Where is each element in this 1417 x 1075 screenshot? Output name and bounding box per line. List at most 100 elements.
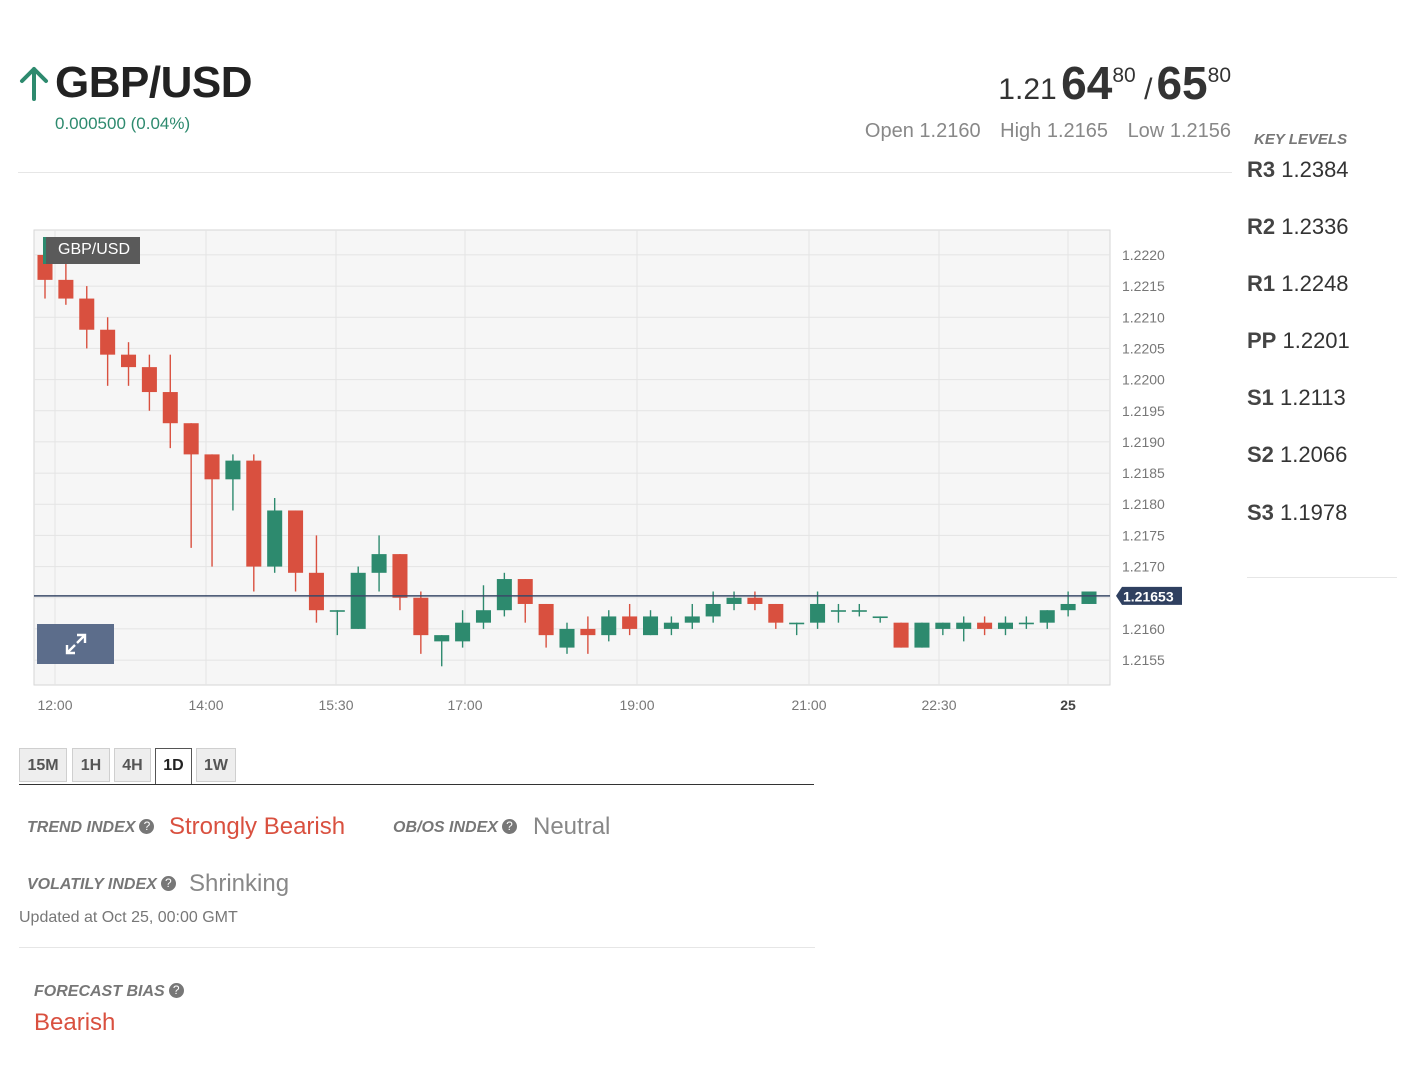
candle: [517, 579, 533, 623]
candle: [997, 616, 1013, 636]
ask-pips: 65: [1156, 57, 1208, 109]
candle-body: [872, 616, 888, 619]
candle: [329, 610, 345, 636]
candle: [434, 635, 450, 667]
expand-chart-button[interactable]: [37, 624, 114, 664]
key-level-s1: S1 1.2113: [1247, 385, 1346, 411]
candle-body: [308, 572, 324, 611]
candle: [413, 591, 429, 654]
candle-body: [810, 603, 826, 623]
key-level-label: PP: [1247, 328, 1277, 353]
candle-body: [1018, 622, 1034, 625]
candle: [872, 616, 888, 623]
ohl-summary: Open 1.2160 High 1.2165 Low 1.2156: [851, 120, 1231, 143]
candle-body: [162, 392, 178, 424]
question-circle-icon[interactable]: ?: [160, 876, 176, 892]
candle-body: [997, 622, 1013, 629]
key-level-label: S2: [1247, 442, 1274, 467]
current-price-tag: [1116, 586, 1182, 605]
tab-1w[interactable]: 1W: [196, 748, 236, 782]
candle: [726, 591, 742, 611]
high-label: High: [1000, 120, 1042, 142]
question-circle-icon[interactable]: ?: [501, 819, 517, 835]
bid-pips: 64: [1061, 57, 1113, 109]
candle-body: [58, 279, 74, 299]
candle-body: [580, 628, 596, 636]
high-value: 1.2165: [1046, 120, 1108, 142]
forecast-bias-text: FORECAST BIAS: [34, 983, 165, 1000]
y-tick-label: 1.2160: [1122, 621, 1165, 637]
key-level-label: R1: [1247, 271, 1276, 296]
candle: [663, 616, 679, 636]
volatility-index-text: VOLATILY INDEX: [27, 876, 157, 893]
candle-body: [601, 616, 617, 636]
candle-body: [663, 622, 679, 629]
candle-body: [559, 628, 575, 648]
candle-body: [830, 610, 846, 612]
candle: [1018, 616, 1034, 629]
obos-index-value: Neutral: [533, 813, 611, 840]
candle: [392, 554, 408, 611]
candle: [705, 591, 721, 623]
bid-ask-quote: 1.21 6480 /6580: [998, 56, 1231, 110]
price-change: 0.000500 (0.04%): [55, 114, 191, 133]
candle-body: [475, 610, 491, 623]
key-level-label: R3: [1247, 157, 1276, 182]
candle-body: [1081, 591, 1097, 604]
chart-symbol-label: GBP/USD: [43, 237, 141, 264]
candle: [684, 603, 700, 629]
key-level-value: 1.2201: [1282, 328, 1350, 353]
volatility-index-value: Shrinking: [189, 870, 290, 897]
key-level-value: 1.1978: [1280, 500, 1348, 525]
candle-body: [789, 622, 805, 625]
candle: [141, 354, 157, 411]
question-circle-icon[interactable]: ?: [168, 983, 184, 999]
candle: [288, 510, 304, 592]
candlestick-chart[interactable]: 1.21551.21601.21651.21701.21751.21801.21…: [0, 220, 1200, 730]
candle: [559, 622, 575, 654]
low-label: Low: [1127, 120, 1165, 142]
tab-4h[interactable]: 4H: [114, 748, 151, 782]
tab-1d[interactable]: 1D: [155, 748, 192, 784]
high-stat: High 1.2165: [1000, 120, 1108, 142]
current-price-label: 1.21653: [1123, 588, 1174, 604]
key-level-s2: S2 1.2066: [1247, 442, 1347, 468]
obos-index-text: OB/OS INDEX: [393, 819, 498, 836]
key-level-value: 1.2113: [1280, 385, 1346, 410]
question-circle-icon[interactable]: ?: [139, 819, 155, 835]
candle-body: [79, 298, 95, 330]
y-tick-label: 1.2180: [1122, 496, 1165, 512]
candle: [246, 454, 262, 592]
candle: [371, 535, 387, 592]
volatility-index-label: VOLATILY INDEX?: [27, 876, 176, 894]
low-value: 1.2156: [1169, 120, 1231, 142]
trend-index-label: TREND INDEX?: [27, 819, 155, 837]
candle: [789, 622, 805, 636]
key-level-r1: R1 1.2248: [1247, 271, 1349, 297]
plot-area: [33, 229, 1111, 686]
open-value: 1.2160: [919, 120, 981, 142]
candle: [204, 454, 220, 567]
candle-body: [455, 622, 471, 642]
key-levels-divider: [1247, 577, 1397, 578]
tab-1h[interactable]: 1H: [72, 748, 110, 782]
x-tick-label: 15:30: [318, 697, 353, 713]
y-tick-label: 1.2215: [1122, 278, 1165, 294]
candle: [162, 354, 178, 449]
candle: [455, 610, 471, 648]
candle: [1039, 610, 1055, 629]
trend-index-value: Strongly Bearish: [169, 813, 346, 840]
quote-separator: /: [1144, 73, 1153, 106]
candle-body: [246, 460, 262, 567]
candle-body: [183, 423, 199, 455]
candle-body: [350, 572, 366, 629]
candle-body: [726, 597, 742, 604]
candle-body: [914, 622, 930, 648]
candle-body: [267, 510, 283, 567]
x-tick-label: 22:30: [921, 697, 956, 713]
candle-body: [496, 579, 512, 611]
tab-15m[interactable]: 15M: [19, 748, 67, 782]
key-level-s3: S3 1.1978: [1247, 500, 1347, 526]
y-tick-label: 1.2155: [1122, 652, 1165, 668]
y-tick-label: 1.2195: [1122, 403, 1165, 419]
